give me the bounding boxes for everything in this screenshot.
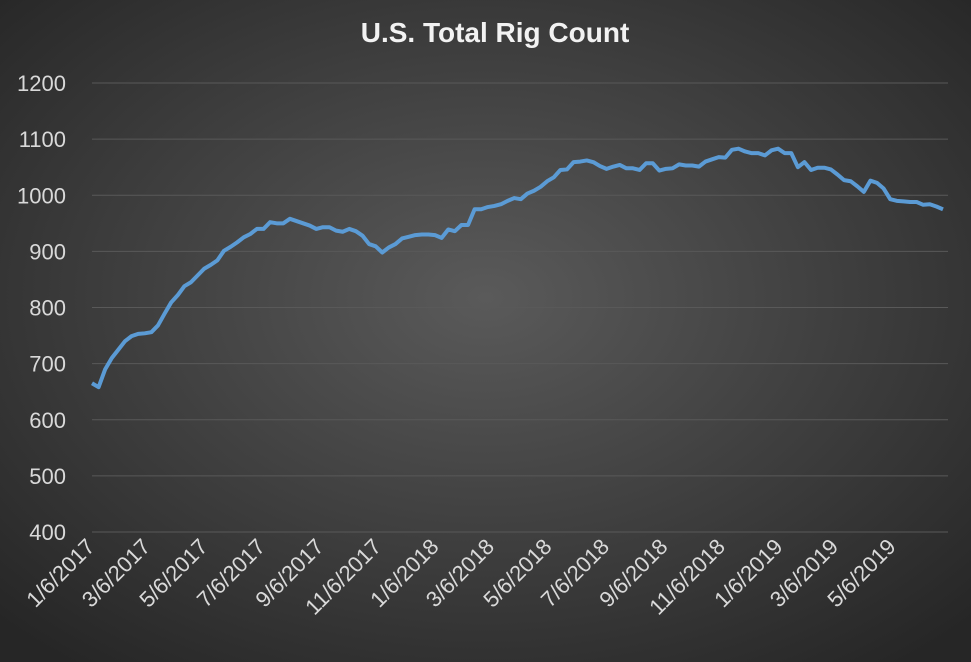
y-tick-label: 1200	[17, 71, 66, 96]
chart-title: U.S. Total Rig Count	[361, 17, 630, 48]
y-tick-label: 500	[29, 464, 66, 489]
y-tick-label: 600	[29, 408, 66, 433]
y-tick-label: 900	[29, 239, 66, 264]
y-tick-label: 800	[29, 296, 66, 321]
y-tick-label: 400	[29, 520, 66, 545]
y-tick-label: 1100	[19, 127, 66, 152]
y-tick-label: 1000	[17, 183, 66, 208]
y-tick-label: 700	[29, 352, 66, 377]
line-series	[90, 146, 944, 390]
